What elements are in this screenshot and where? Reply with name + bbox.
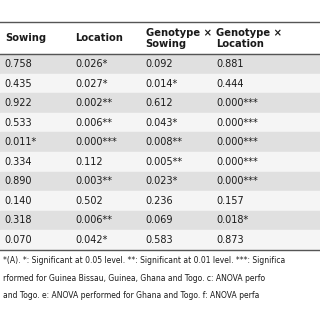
Text: 0.318: 0.318 (5, 215, 32, 225)
Text: 0.157: 0.157 (216, 196, 244, 206)
Text: 0.758: 0.758 (5, 59, 33, 69)
Text: 0.002**: 0.002** (75, 98, 112, 108)
Text: *(A). *: Significant at 0.05 level. **: Significant at 0.01 level. ***: Signific: *(A). *: Significant at 0.05 level. **: … (3, 256, 285, 265)
Text: 0.140: 0.140 (5, 196, 32, 206)
Text: 0.092: 0.092 (146, 59, 173, 69)
Text: 0.043*: 0.043* (146, 118, 178, 128)
Text: Genotype ×
Sowing: Genotype × Sowing (146, 28, 212, 49)
Text: 0.008**: 0.008** (146, 137, 183, 147)
Bar (0, 113, 320, 132)
Text: 0.006**: 0.006** (75, 118, 112, 128)
Text: 0.018*: 0.018* (216, 215, 248, 225)
Bar (0, 211, 320, 230)
Text: rformed for Guinea Bissau, Guinea, Ghana and Togo. c: ANOVA perfo: rformed for Guinea Bissau, Guinea, Ghana… (3, 274, 265, 283)
Text: 0.000***: 0.000*** (216, 176, 258, 186)
Text: 0.444: 0.444 (216, 79, 244, 89)
Text: 0.070: 0.070 (5, 235, 32, 245)
Bar (0, 230, 320, 250)
Text: 0.922: 0.922 (5, 98, 33, 108)
Text: 0.027*: 0.027* (75, 79, 108, 89)
Text: 0.011*: 0.011* (5, 137, 37, 147)
Text: 0.236: 0.236 (146, 196, 173, 206)
Text: 0.890: 0.890 (5, 176, 32, 186)
Text: 0.000***: 0.000*** (216, 137, 258, 147)
Text: Genotype ×
Location: Genotype × Location (216, 28, 282, 49)
Text: 0.583: 0.583 (146, 235, 173, 245)
Text: 0.000***: 0.000*** (75, 137, 117, 147)
Text: 0.000***: 0.000*** (216, 98, 258, 108)
Bar (0, 74, 320, 93)
Text: 0.042*: 0.042* (75, 235, 108, 245)
Text: 0.873: 0.873 (216, 235, 244, 245)
Text: 0.881: 0.881 (216, 59, 244, 69)
Bar (0, 172, 320, 191)
Text: 0.003**: 0.003** (75, 176, 112, 186)
Text: 0.000***: 0.000*** (216, 118, 258, 128)
Text: 0.005**: 0.005** (146, 157, 183, 167)
Text: 0.112: 0.112 (75, 157, 103, 167)
Text: and Togo. e: ANOVA performed for Ghana and Togo. f: ANOVA perfa: and Togo. e: ANOVA performed for Ghana a… (3, 291, 260, 300)
Bar (0, 22, 320, 54)
Text: Sowing: Sowing (5, 33, 46, 44)
Text: 0.069: 0.069 (146, 215, 173, 225)
Text: 0.334: 0.334 (5, 157, 32, 167)
Text: 0.435: 0.435 (5, 79, 32, 89)
Text: 0.000***: 0.000*** (216, 157, 258, 167)
Text: 0.502: 0.502 (75, 196, 103, 206)
Bar (0, 132, 320, 152)
Bar (0, 93, 320, 113)
Text: 0.026*: 0.026* (75, 59, 108, 69)
Text: 0.006**: 0.006** (75, 215, 112, 225)
Text: 0.014*: 0.014* (146, 79, 178, 89)
Text: Location: Location (75, 33, 123, 44)
Bar (0, 54, 320, 74)
Text: 0.023*: 0.023* (146, 176, 178, 186)
Text: 0.612: 0.612 (146, 98, 173, 108)
Text: 0.533: 0.533 (5, 118, 32, 128)
Bar (0, 191, 320, 211)
Bar (0, 152, 320, 172)
